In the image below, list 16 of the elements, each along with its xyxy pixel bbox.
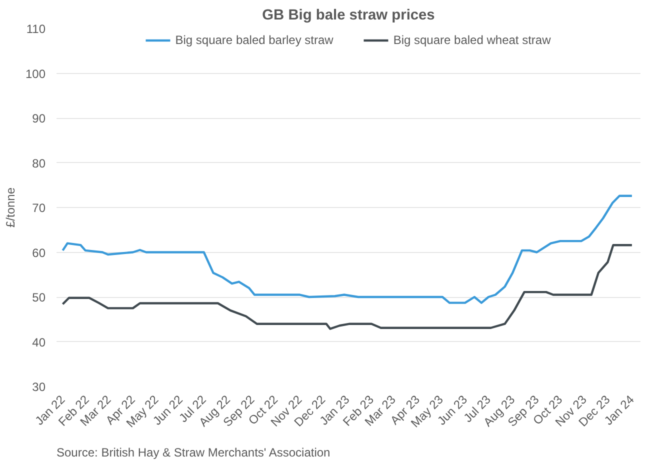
line-series xyxy=(62,194,634,304)
y-axis-title: £/tonne xyxy=(3,187,18,228)
y-tick-label: 100 xyxy=(25,66,46,81)
y-tick-label: 110 xyxy=(26,22,46,36)
y-tick-label: 70 xyxy=(32,201,46,215)
source-note: Source: British Hay & Straw Merchants' Association xyxy=(56,446,330,460)
y-tick-label: 50 xyxy=(32,290,46,304)
y-tick-label: 60 xyxy=(32,246,46,260)
chart-title: GB Big bale straw prices xyxy=(262,8,435,24)
y-tick-label: 80 xyxy=(32,156,46,170)
y-tick-label: 40 xyxy=(32,335,46,350)
line-series xyxy=(62,244,634,330)
legend-label: Big square baled barley straw xyxy=(175,33,334,47)
y-tick-label: 90 xyxy=(32,112,46,126)
legend-label: Big square baled wheat straw xyxy=(393,33,551,47)
y-tick-label: 30 xyxy=(32,380,46,394)
